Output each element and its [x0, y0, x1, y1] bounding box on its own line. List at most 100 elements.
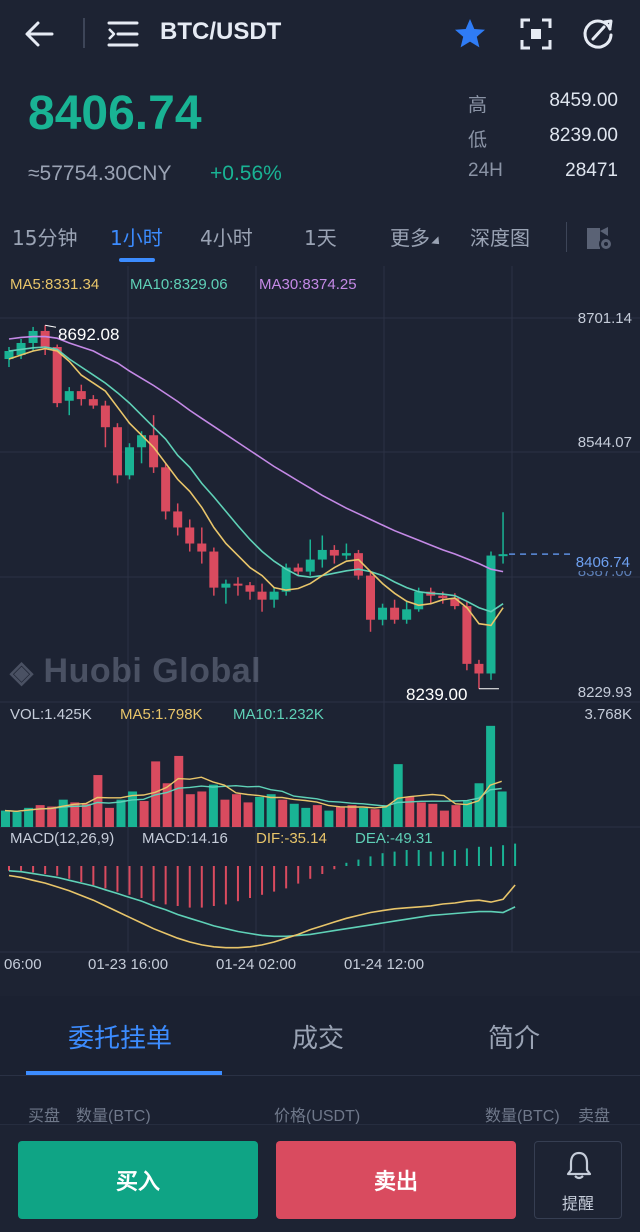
tab-1hour[interactable]: 1小时: [110, 226, 163, 250]
volume-bar: [405, 796, 415, 827]
candle-body: [378, 607, 388, 620]
volume-bar: [104, 807, 114, 827]
dea-line: [8, 870, 516, 938]
candle-body: [317, 549, 327, 560]
refresh-icon[interactable]: [580, 15, 616, 51]
y-tick-label: 8229.93: [577, 684, 632, 701]
volume-bar: [497, 791, 507, 827]
candle-body: [76, 391, 86, 400]
volume-bar: [255, 796, 265, 827]
volume-bar: [474, 783, 484, 827]
candle-body: [329, 549, 339, 556]
candle-body: [88, 399, 98, 406]
volume-ma10-line: [4, 784, 502, 813]
cny-price: ≈57754.30CNY: [28, 162, 172, 185]
tab-1day[interactable]: 1天: [304, 226, 337, 250]
y-tick-label: 8701.14: [577, 310, 632, 327]
high-marker: [45, 324, 57, 328]
volume-bar: [370, 809, 380, 827]
volume-bar: [382, 805, 392, 827]
candle-body: [100, 405, 110, 428]
trading-pair-title[interactable]: BTC/USDT: [160, 18, 282, 45]
tab-trades[interactable]: 成交: [292, 1024, 345, 1054]
volume-bar: [393, 764, 403, 827]
volume-bar: [24, 807, 34, 827]
volume-bar: [81, 803, 91, 827]
kline-svg[interactable]: [0, 266, 640, 978]
candle-body: [390, 607, 400, 620]
volume-bar: [12, 811, 22, 827]
volume-bar: [139, 801, 149, 827]
volume-bar: [116, 799, 126, 827]
ma10-line: [8, 346, 504, 613]
active-tab-indicator: [119, 258, 155, 262]
candle-body: [149, 435, 159, 468]
kline-chart[interactable]: MA5:8331.34 MA10:8329.06 MA30:8374.25 87…: [0, 266, 640, 978]
candle-body: [281, 567, 291, 592]
candle-body: [353, 553, 363, 576]
candle-body: [185, 527, 195, 544]
macd-value: MACD:14.16: [142, 830, 228, 847]
volume-bar: [185, 794, 195, 827]
candle-body: [125, 447, 134, 476]
tab-order-book[interactable]: 委托挂单: [68, 1024, 173, 1054]
candle-body: [341, 553, 351, 556]
sell-button[interactable]: 卖出: [276, 1141, 516, 1219]
volume-bar: [220, 799, 230, 827]
volume-bar: [266, 794, 276, 827]
volume-bar: [47, 806, 57, 827]
volume-bar: [359, 807, 369, 827]
volume-bar: [428, 803, 438, 827]
candle-body: [438, 595, 448, 599]
candle-body: [257, 591, 267, 600]
candle-body: [64, 391, 74, 401]
volume-bar: [312, 805, 322, 827]
candle-body: [52, 346, 62, 404]
tab-intro[interactable]: 简介: [488, 1024, 541, 1054]
scan-icon[interactable]: [518, 16, 554, 52]
buy-button[interactable]: 买入: [18, 1141, 258, 1219]
candle-body: [209, 551, 219, 588]
volume-bar: [416, 802, 426, 827]
volume-bar: [324, 810, 334, 827]
tab-4hour[interactable]: 4小时: [200, 226, 253, 250]
candle-body: [462, 606, 472, 664]
action-bar: 买入 卖出 提醒: [0, 1124, 640, 1232]
ma10-legend: MA10:8329.06: [130, 276, 228, 293]
volume-bar: [289, 803, 299, 827]
candle-body: [221, 583, 231, 588]
macd-label: MACD(12,26,9): [10, 830, 115, 847]
menu-icon[interactable]: [106, 18, 140, 50]
volume-bar: [1, 810, 10, 827]
tab-depth[interactable]: 深度图: [470, 226, 530, 250]
remind-button[interactable]: 提醒: [534, 1141, 622, 1219]
tab-15min[interactable]: 15分钟: [12, 226, 78, 250]
volume-bar: [197, 791, 207, 827]
candle-body: [112, 427, 122, 476]
candle-body: [233, 583, 243, 586]
tab-more[interactable]: 更多: [390, 222, 443, 251]
ma5-line: [8, 347, 504, 627]
low-annotation: 8239.00: [406, 685, 468, 704]
interval-tabs: 15分钟 1小时 4小时 1天 更多 深度图: [0, 216, 640, 264]
candle-body: [474, 663, 484, 674]
candle-body: [402, 609, 412, 620]
order-tab-indicator: [26, 1071, 222, 1075]
candle-body: [293, 567, 303, 572]
volume-bar: [174, 755, 184, 827]
candle-body: [197, 543, 207, 552]
last-price: 8406.74: [28, 87, 202, 140]
volume-label: VOL:1.425K: [10, 706, 92, 723]
high-annotation: 8692.08: [58, 325, 120, 344]
price-change: +0.56%: [210, 162, 282, 185]
volume-bar: [451, 805, 461, 827]
ma5-legend: MA5:8331.34: [10, 276, 100, 293]
back-arrow-icon[interactable]: [22, 16, 58, 52]
candle-body: [269, 591, 279, 600]
volume-bar: [301, 807, 311, 827]
star-icon[interactable]: [452, 16, 488, 52]
chart-settings-icon[interactable]: [584, 222, 614, 252]
x-tick-label: 01-24 12:00: [344, 956, 425, 973]
stat-24h: 24H 28471: [468, 160, 618, 181]
bell-icon: [566, 1151, 592, 1180]
